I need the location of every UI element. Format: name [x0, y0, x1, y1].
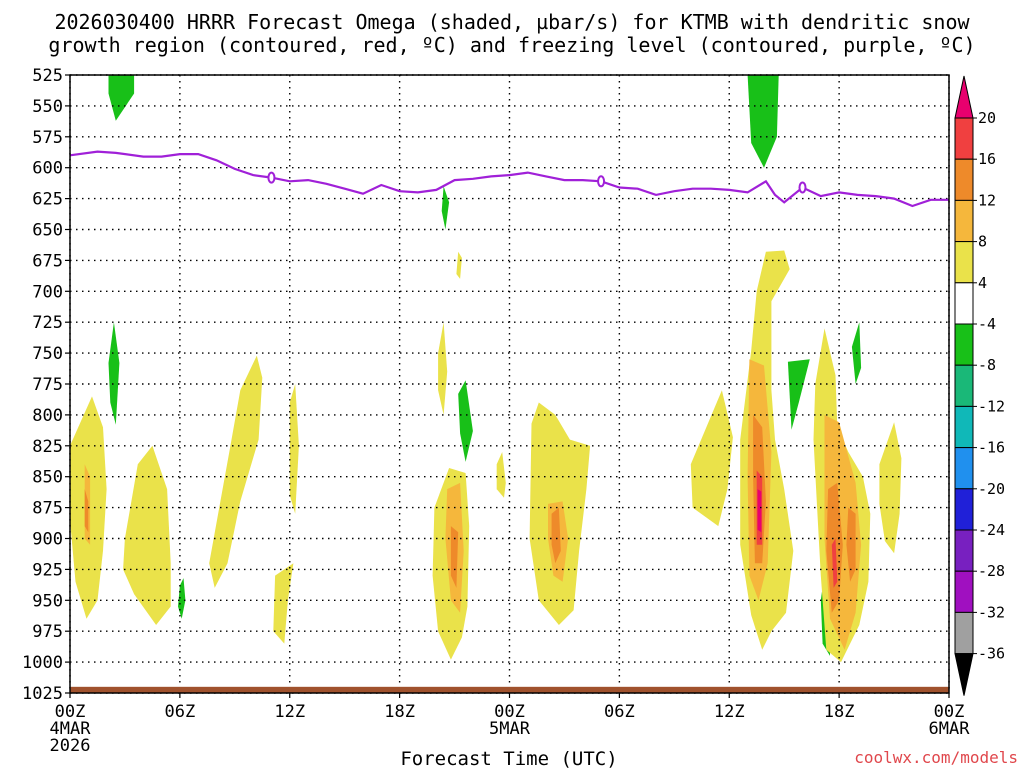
colorbar-swatch-4 [954, 241, 974, 284]
omega-region-4-2 [551, 507, 561, 564]
x-tick-label-5: 06Z [604, 702, 635, 722]
colorbar-swatch-13 [954, 611, 974, 655]
x-tick-label-7: 18Z [824, 702, 855, 722]
x-axis-label: Forecast Time (UTC) [400, 748, 617, 768]
chart-title-line1: 2026030400 HRRR Forecast Omega (shaded, … [54, 10, 970, 34]
colorbar-swatch-0 [954, 75, 974, 119]
colorbar-swatch-11 [954, 529, 974, 572]
omega-region-2-6 [456, 251, 462, 279]
omega-region-6-0 [757, 489, 762, 533]
colorbar-swatch-10 [954, 488, 974, 531]
colorbar-label-5: -4 [978, 315, 996, 333]
omega-region-2-4 [273, 563, 294, 644]
y-tick-label-4: 625 [32, 190, 63, 210]
omega-region-2-13 [879, 422, 902, 554]
x-tick-label-8: 00Z [934, 702, 965, 722]
ground-band [70, 686, 949, 693]
y-tick-label-19: 1000 [22, 653, 63, 673]
y-tick-label-16: 925 [32, 560, 63, 580]
colorbar-label-4: 4 [978, 274, 987, 292]
y-tick-label-2: 575 [32, 128, 63, 148]
colorbar-label-6: -8 [978, 356, 996, 374]
colorbar-label-2: 12 [978, 191, 996, 209]
freezing-level-labels [267, 171, 807, 194]
colorbar-swatch-9 [954, 447, 974, 490]
y-axis-ticks: 525 550 575 600 625 650 675 700 725 750 775 800 825 8… [22, 66, 70, 704]
colorbar-swatch-14 [954, 653, 974, 696]
omega-region-1-2 [441, 186, 450, 230]
colorbar-swatch-3 [954, 199, 974, 243]
colorbar-swatch-2 [954, 158, 974, 201]
y-tick-label-20: 1025 [22, 684, 63, 704]
y-tick-label-11: 800 [32, 406, 63, 426]
omega-region-4-1 [450, 526, 459, 588]
omega-region-2-1 [123, 445, 171, 625]
omega-shaded-regions [70, 75, 902, 663]
freezing-level-label-0 [267, 171, 276, 184]
y-tick-label-13: 850 [32, 468, 63, 488]
x-tick-label-1: 06Z [165, 702, 196, 722]
x-date-label-1: 5MAR [489, 719, 531, 739]
y-tick-label-9: 750 [32, 344, 63, 364]
y-tick-label-17: 950 [32, 591, 63, 611]
y-tick-label-12: 825 [32, 437, 63, 457]
omega-region-2-5 [438, 322, 448, 415]
colorbar-swatch-12 [954, 570, 974, 613]
colorbar-label-0: 20 [978, 109, 996, 127]
colorbar-label-9: -20 [978, 480, 1005, 498]
y-tick-label-10: 775 [32, 375, 63, 395]
colorbar-label-13: -36 [978, 645, 1005, 663]
omega-region-1-6 [787, 359, 810, 430]
omega-region-2-8 [496, 452, 506, 498]
colorbar-label-11: -28 [978, 562, 1005, 580]
colorbar-label-1: 16 [978, 150, 996, 168]
chart-title-line2: growth region (contoured, red, ºC) and f… [48, 33, 975, 57]
omega-region-2-10 [690, 390, 733, 527]
x-tick-label-6: 12Z [714, 702, 745, 722]
colorbar-label-3: 8 [978, 233, 987, 251]
freezing-level-label-1 [597, 175, 606, 188]
y-tick-label-6: 675 [32, 251, 63, 271]
credit-text: coolwx.com/models [854, 748, 1018, 767]
y-tick-label-14: 875 [32, 499, 63, 519]
colorbar-swatch-1 [954, 117, 974, 160]
colorbar-label-10: -24 [978, 521, 1005, 539]
omega-region-1-0 [108, 75, 135, 121]
colorbar-label-12: -32 [978, 603, 1005, 621]
omega-region-5-1 [831, 538, 838, 588]
x-tick-label-3: 18Z [384, 702, 415, 722]
x-date-label-0: 4MAR [50, 719, 92, 739]
y-tick-label-18: 975 [32, 622, 63, 642]
omega-region-2-2 [209, 355, 263, 588]
colorbar-label-8: -16 [978, 439, 1005, 457]
omega-region-1-3 [108, 322, 120, 425]
x-tick-label-4: 00Z [494, 702, 525, 722]
x-date-label-2: 6MAR [929, 719, 971, 739]
omega-region-4-0 [84, 489, 89, 533]
x-year-label-0: 2026 [50, 736, 91, 756]
omega-region-1-4 [458, 380, 473, 462]
y-tick-label-15: 900 [32, 530, 63, 550]
y-tick-label-3: 600 [32, 159, 63, 179]
y-tick-label-0: 525 [32, 66, 63, 86]
colorbar-swatch-5 [954, 282, 974, 325]
omega-region-4-5 [846, 507, 856, 582]
colorbar-swatch-6 [954, 323, 974, 366]
y-tick-label-1: 550 [32, 97, 63, 117]
omega-region-1-5 [178, 578, 186, 619]
freezing-level-label-2 [798, 181, 807, 194]
y-tick-label-5: 650 [32, 221, 63, 241]
colorbar-label-7: -12 [978, 397, 1005, 415]
colorbar: 20 16 12 8 4 -4 -8 -12 -16 -20 -24 -28 -32 -36 [954, 75, 1005, 696]
x-tick-label-0: 00Z [55, 702, 86, 722]
y-tick-label-8: 725 [32, 313, 63, 333]
colorbar-swatch-7 [954, 364, 974, 407]
omega-region-2-3 [289, 384, 299, 514]
y-tick-label-7: 700 [32, 282, 63, 302]
omega-region-1-1 [747, 75, 779, 168]
x-tick-label-2: 12Z [274, 702, 305, 722]
colorbar-swatch-8 [954, 405, 974, 449]
